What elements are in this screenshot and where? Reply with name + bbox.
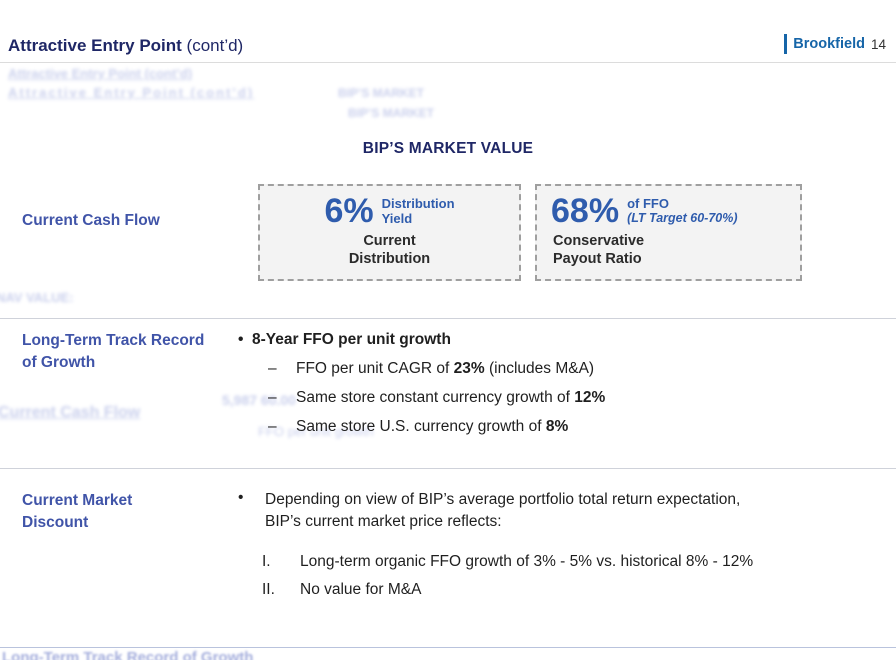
brand-logo-text: Brookfield <box>793 36 865 52</box>
side-label-line2: Yield <box>381 211 413 226</box>
roman-item-text: Long-term organic FFO growth of 3% - 5% … <box>300 553 754 570</box>
discount-paragraph-text: Depending on view of BIP’s average portf… <box>265 489 740 533</box>
growth-bullet-title-row: • 8-Year FFO per unit growth <box>238 331 888 349</box>
dash-icon: – <box>268 418 277 435</box>
payout-ratio-box: 68% of FFO (LT Target 60-70%) Conservati… <box>535 184 802 281</box>
text-strong: 23% <box>453 360 485 377</box>
label-current-cash-flow: Current Cash Flow <box>22 212 160 229</box>
label-current-market-discount: Current Market Discount <box>22 492 133 532</box>
bullet-icon: • <box>238 489 244 506</box>
section-heading: BIP’S MARKET VALUE <box>362 140 534 157</box>
page-title-suffix: (cont’d) <box>181 36 244 55</box>
growth-bullet-title: 8-Year FFO per unit growth <box>252 331 451 348</box>
brand-block: Brookfield 14 <box>784 34 886 54</box>
page-title: Attractive Entry Point (cont’d) <box>8 36 243 56</box>
label-long-term-track-record: Long-Term Track Record of Growth <box>22 332 205 372</box>
growth-item: – Same store U.S. currency growth of 8% <box>238 418 888 436</box>
caption-line1: Current <box>363 233 416 249</box>
growth-item: – Same store constant currency growth of… <box>238 389 888 407</box>
dash-icon: – <box>268 360 277 377</box>
text-pre: Same store constant currency growth of <box>296 389 575 406</box>
discount-paragraph: • Depending on view of BIP’s average por… <box>238 489 883 533</box>
distribution-yield-metric: 6% Distribution Yield <box>260 194 519 228</box>
caption-line1: Conservative <box>553 233 645 249</box>
roman-numeral: II. <box>262 581 275 598</box>
page-number: 14 <box>870 36 886 52</box>
text-pre: FFO per unit CAGR of <box>296 360 454 377</box>
payout-ratio-caption: Conservative Payout Ratio <box>537 232 800 268</box>
dash-icon: – <box>268 389 277 406</box>
growth-item-text: Same store U.S. currency growth of 8% <box>296 418 568 436</box>
section-divider <box>0 318 896 319</box>
paragraph-line1: Depending on view of BIP’s average portf… <box>265 491 741 508</box>
growth-item: – FFO per unit CAGR of 23% (includes M&A… <box>238 360 888 378</box>
side-label-line2: (LT Target 60-70%) <box>627 211 738 226</box>
roman-item-text: No value for M&A <box>300 581 422 598</box>
text-post: (includes M&A) <box>484 360 595 377</box>
distribution-yield-unit: Distribution Yield <box>382 196 455 227</box>
discount-section: • Depending on view of BIP’s average por… <box>238 489 883 599</box>
distribution-yield-value: 6% <box>324 192 374 230</box>
caption-line2: Payout Ratio <box>553 251 642 268</box>
side-label-line1: Distribution <box>381 195 455 211</box>
payout-ratio-value: 68% <box>551 192 620 230</box>
bullet-icon: • <box>238 331 244 348</box>
payout-ratio-metric: 68% of FFO (LT Target 60-70%) <box>537 194 800 228</box>
text-strong: 8% <box>545 418 569 435</box>
payout-ratio-unit: of FFO (LT Target 60-70%) <box>627 196 737 226</box>
distribution-yield-caption: Current Distribution <box>260 232 519 268</box>
caption-line2: Distribution <box>348 251 431 268</box>
text-strong: 12% <box>574 389 606 406</box>
growth-item-text: FFO per unit CAGR of 23% (includes M&A) <box>296 360 594 378</box>
header-rule <box>0 62 896 63</box>
roman-numeral: I. <box>262 553 271 570</box>
discount-roman-item: II. No value for M&A <box>238 581 883 599</box>
growth-item-text: Same store constant currency growth of 1… <box>296 389 605 407</box>
growth-section: • 8-Year FFO per unit growth – FFO per u… <box>238 331 888 436</box>
side-label-line1: of FFO <box>627 195 669 211</box>
bottom-divider <box>0 647 896 648</box>
section-divider <box>0 468 896 469</box>
brand-divider-bar <box>784 34 788 54</box>
paragraph-line2: BIP’s current market price reflects: <box>265 513 502 530</box>
discount-roman-item: I. Long-term organic FFO growth of 3% - … <box>238 553 883 571</box>
text-pre: Same store U.S. currency growth of <box>296 418 546 435</box>
page-title-main: Attractive Entry Point <box>8 36 182 55</box>
distribution-yield-box: 6% Distribution Yield Current Distributi… <box>258 184 521 281</box>
